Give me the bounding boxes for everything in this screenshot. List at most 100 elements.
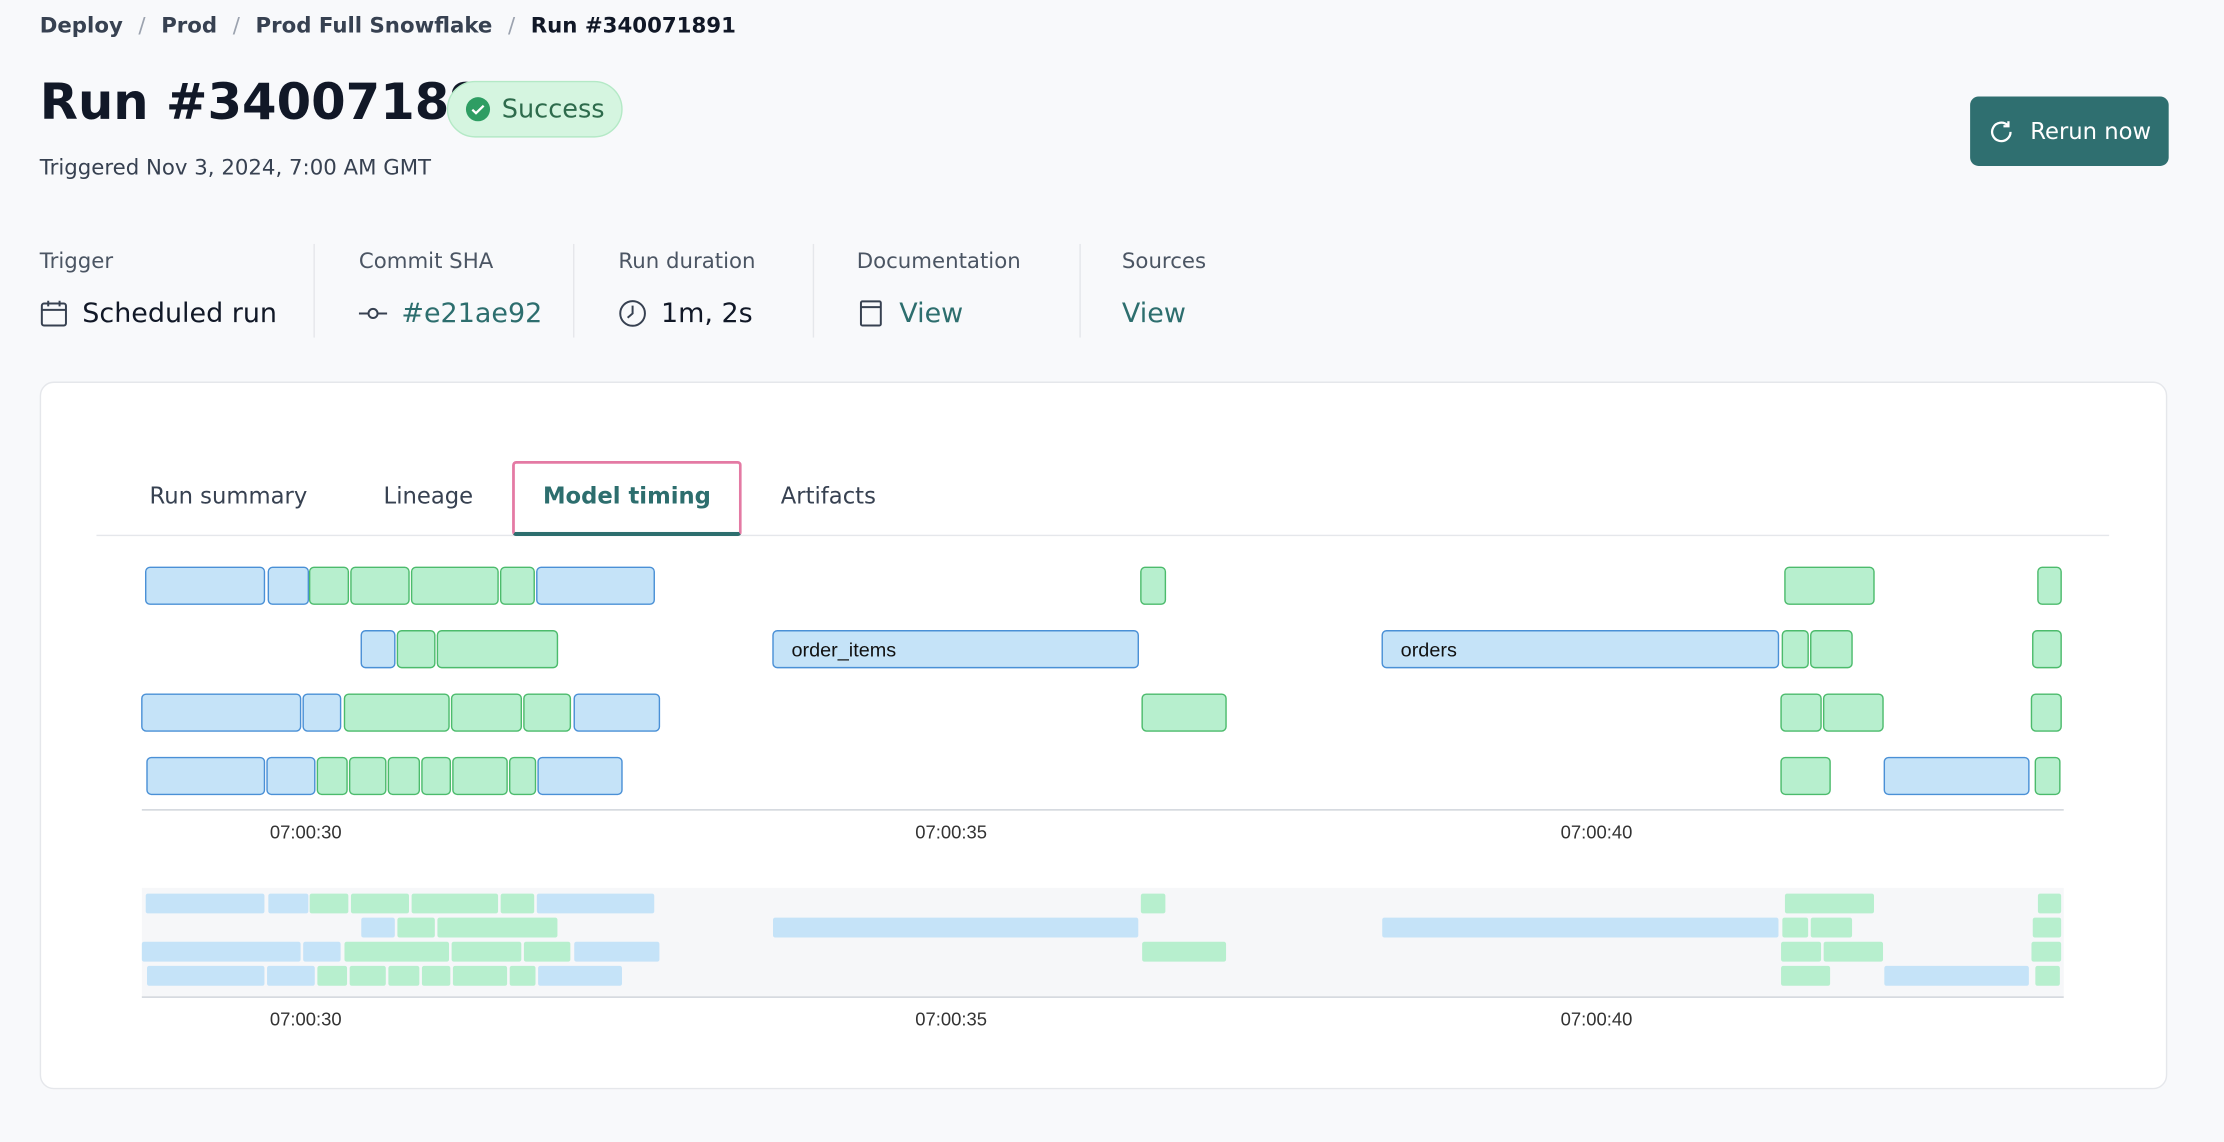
tab[interactable]: Lineage xyxy=(383,482,474,510)
detail-value: View xyxy=(857,297,964,330)
check-icon xyxy=(465,97,490,122)
timing-bar xyxy=(410,566,499,605)
timing-bar xyxy=(573,693,661,732)
divider xyxy=(573,243,575,338)
divider xyxy=(812,243,815,338)
tab[interactable]: Artifacts xyxy=(780,482,876,510)
minimap-bar xyxy=(344,941,450,962)
minimap-bar xyxy=(574,941,660,962)
minimap-bar xyxy=(350,893,410,914)
minimap-bar xyxy=(146,965,265,986)
timing-bar xyxy=(396,630,436,669)
timing-bar xyxy=(267,566,310,605)
calendar-icon xyxy=(40,300,67,327)
timing-bar xyxy=(141,693,302,732)
doc-icon xyxy=(859,300,882,327)
triggered-text: Triggered Nov 3, 2024, 7:00 AM GMT xyxy=(39,154,432,181)
timing-bar xyxy=(387,756,421,796)
timing-bar xyxy=(266,756,316,796)
detail-value: Scheduled run xyxy=(40,298,277,329)
minimap-bar xyxy=(451,941,522,962)
minimap-bar xyxy=(773,917,1139,938)
timing-bar xyxy=(343,693,450,732)
minimap-bar xyxy=(349,965,386,986)
detail-label: Commit SHA xyxy=(358,248,494,274)
crumb[interactable]: Prod xyxy=(123,13,217,39)
timing-bar xyxy=(523,693,572,732)
minimap-bar xyxy=(1781,941,1822,962)
minimap-bar xyxy=(1382,917,1779,938)
detail-value: 1m, 2s xyxy=(618,298,753,329)
status-badge: Success xyxy=(446,80,623,138)
timing-bar xyxy=(146,756,266,796)
minimap-bar xyxy=(141,941,301,962)
minimap-bar xyxy=(145,893,265,914)
detail-value: #e21ae92 xyxy=(358,297,543,330)
detail-value: View xyxy=(1122,298,1186,329)
minimap-bar xyxy=(1140,893,1166,914)
minimap-bar xyxy=(2037,893,2062,914)
crumb[interactable]: Prod Full Snowflake xyxy=(217,13,493,39)
tab[interactable]: Model timing xyxy=(542,482,711,510)
minimap-bar xyxy=(1782,917,1809,938)
bar-label: orders xyxy=(1401,639,1457,661)
minimap-bar xyxy=(303,941,341,962)
clock-icon xyxy=(619,300,646,327)
minimap-bar xyxy=(523,941,571,962)
divider xyxy=(1079,243,1081,338)
timing-bar xyxy=(1141,693,1227,732)
minimap-bar xyxy=(267,965,315,986)
timing-bar xyxy=(772,630,1139,669)
minimap-bar xyxy=(1142,941,1227,962)
commit-link[interactable]: #e21ae92 xyxy=(401,297,543,330)
minimap-bar xyxy=(452,965,508,986)
status-text: Success xyxy=(501,94,605,125)
minimap-bar xyxy=(361,917,395,938)
timing-bar xyxy=(1780,756,1831,796)
detail-label: Run duration xyxy=(618,248,756,274)
minimap-bar xyxy=(536,893,655,914)
button-label[interactable]: Rerun now xyxy=(2030,117,2152,145)
minimap-bar xyxy=(1784,893,1874,914)
timing-bar xyxy=(1381,630,1780,669)
run-title: Run #340071891 xyxy=(39,75,519,132)
timing-bar xyxy=(360,630,396,669)
detail-label: Documentation xyxy=(856,248,1021,274)
timing-bar xyxy=(1784,566,1875,605)
timing-bar xyxy=(1140,566,1167,605)
detail-label: Trigger xyxy=(39,248,114,274)
minimap-bar xyxy=(388,965,420,986)
timing-bar xyxy=(1883,756,2030,796)
minimap-bar xyxy=(309,893,349,914)
timing-bar xyxy=(452,756,508,796)
sources-link[interactable]: View xyxy=(1121,297,1186,330)
active-tab-frame xyxy=(512,460,742,537)
crumb: Run #340071891 xyxy=(492,13,736,39)
timing-bar xyxy=(508,756,537,796)
x-tick-label: 07:00:40 xyxy=(1561,821,1633,842)
minimap-bar xyxy=(2032,917,2062,938)
crumb[interactable]: Deploy xyxy=(39,12,123,39)
tab[interactable]: Run summary xyxy=(149,482,308,510)
commit-icon xyxy=(358,307,388,319)
minimap-bar xyxy=(509,965,536,986)
x-tick-label: 07:00:35 xyxy=(915,1008,987,1029)
rerun-button[interactable]: Rerun now xyxy=(1970,96,2169,166)
docs-link[interactable]: View xyxy=(899,297,964,330)
minimap-bar xyxy=(421,965,451,986)
x-tick-label: 07:00:40 xyxy=(1561,1008,1633,1029)
timing-bar xyxy=(1781,630,1809,669)
timing-bar xyxy=(2030,693,2062,732)
breadcrumbs: Deploy Prod Prod Full Snowflake Run #340… xyxy=(40,13,736,39)
timing-bar xyxy=(2032,630,2062,669)
timing-bar xyxy=(348,756,387,796)
timing-bar xyxy=(499,566,535,605)
x-tick-label: 07:00:30 xyxy=(270,821,342,842)
timing-bar xyxy=(316,756,348,796)
timing-bar xyxy=(2034,756,2061,796)
timing-bar xyxy=(350,566,410,605)
minimap-bar xyxy=(317,965,348,986)
timing-bar xyxy=(537,756,623,796)
